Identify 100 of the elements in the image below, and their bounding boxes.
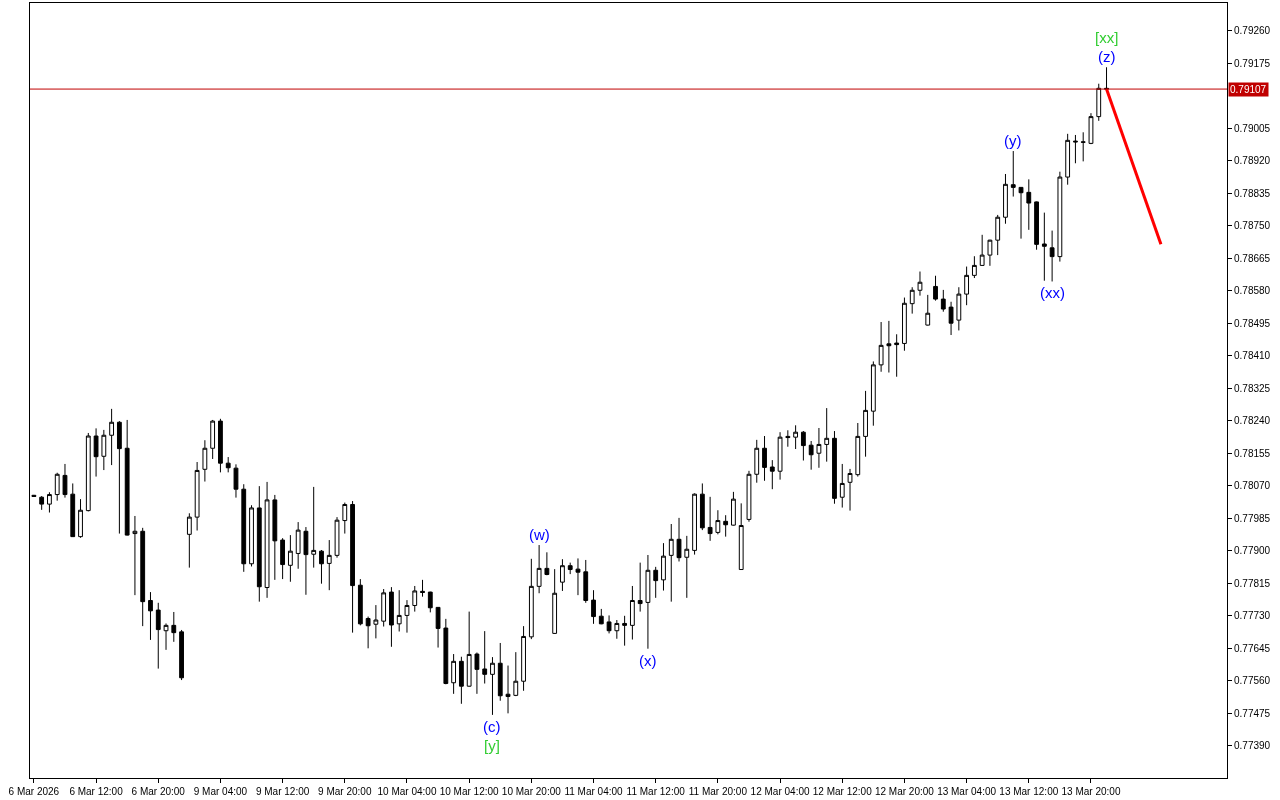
candlestick [389,586,394,648]
candlestick [863,390,868,458]
x-tick-label: 12 Mar 20:00 [874,786,935,797]
candlestick [62,463,68,499]
candlestick [404,599,410,634]
candlestick [575,557,581,596]
candlestick [793,424,799,450]
x-tick-label: 9 Mar 20:00 [318,786,372,797]
candlestick [645,554,651,650]
candlestick [334,516,340,559]
x-tick-label: 6 Mar 2026 [8,786,60,797]
x-tick-label: 11 Mar 12:00 [626,786,686,797]
candlestick [505,665,511,714]
y-tick-label: 0.79260 [1234,25,1271,37]
y-tick-label: 0.78835 [1234,187,1271,199]
y-tick-label: 0.78410 [1234,350,1271,362]
candlestick [909,286,915,315]
candlestick [497,642,503,702]
candlestick [995,214,1001,256]
candlestick [855,422,861,478]
candlestick [490,656,495,716]
candlestick [839,463,845,509]
candlestick [637,562,643,613]
annotation: (w) [529,526,550,543]
y-tick-label: 0.78325 [1234,382,1271,394]
annotation: (xx) [1040,284,1065,301]
candlestick [902,297,907,352]
candlestick [808,440,814,471]
candlestick [692,492,697,556]
candlestick [894,333,900,378]
x-tick-label: 10 Mar 04:00 [377,786,437,797]
candlestick [1026,178,1032,231]
y-tick-label: 0.78495 [1234,317,1271,329]
candlestick [738,502,744,571]
x-tick-label: 6 Mar 12:00 [69,786,124,797]
candlestick [101,429,107,471]
candlestick [1010,150,1016,198]
candlestick [948,301,954,336]
candlestick [769,459,775,490]
candlestick [544,551,550,576]
annotation: (x) [639,652,657,669]
candlestick [466,611,472,688]
candlestick [521,625,526,692]
y-tick-label: 0.77560 [1234,675,1271,687]
x-tick-label: 13 Mar 12:00 [999,786,1059,797]
candlestick [598,608,604,625]
candlestick [746,470,752,523]
candlestick [583,559,589,604]
y-tick-label: 0.78155 [1234,447,1271,459]
y-tick-label: 0.78580 [1234,285,1271,297]
candlestick [116,420,122,535]
x-tick-label: 13 Mar 20:00 [1061,786,1121,797]
candlestick [707,496,713,542]
candlestick [1057,171,1063,263]
candlestick [412,585,418,613]
candlestick [987,239,993,267]
candlestick [148,591,153,641]
candlestick [85,432,91,512]
candlestick [1034,201,1039,251]
candlestick [824,407,830,463]
candlestick [754,439,760,484]
candlestick [70,482,76,538]
x-tick-label: 10 Mar 12:00 [439,786,500,797]
candlestick [1018,186,1024,240]
candlestick [280,537,286,580]
x-tick-label: 13 Mar 04:00 [937,786,997,797]
candlestick [886,320,892,374]
y-tick-label: 0.79175 [1234,57,1271,69]
y-tick-label: 0.78070 [1234,480,1271,492]
candlestick [870,360,876,427]
candlestick [1073,134,1078,164]
y-tick-label: 0.79005 [1234,122,1271,134]
candlestick [668,523,674,603]
candlestick [629,585,635,641]
y-tick-label: 0.78240 [1234,415,1271,427]
candlestick [202,439,208,483]
x-tick-label: 12 Mar 04:00 [750,786,810,797]
candlestick [956,286,962,331]
candlestick [47,491,52,514]
candlestick [218,418,223,473]
candlestick [762,435,767,482]
candlestick [132,515,138,596]
ref-line-label: 0.79107 [1230,84,1267,95]
annotation: [y] [484,737,500,754]
candlestick [155,602,161,670]
candlestick [715,509,721,535]
candlestick [140,527,146,627]
candlestick [482,630,488,685]
candlestick [591,589,596,625]
candlestick [171,611,177,643]
candlestick [241,483,247,573]
candlestick [458,656,464,705]
y-tick-label: 0.77815 [1234,577,1271,589]
y-tick-label: 0.77985 [1234,512,1271,524]
y-tick-label: 0.78920 [1234,155,1271,167]
candlestick [474,652,480,695]
candlestick [777,431,783,481]
candlestick [684,535,690,599]
x-tick-label: 12 Mar 12:00 [812,786,873,797]
candlestick [917,271,923,297]
